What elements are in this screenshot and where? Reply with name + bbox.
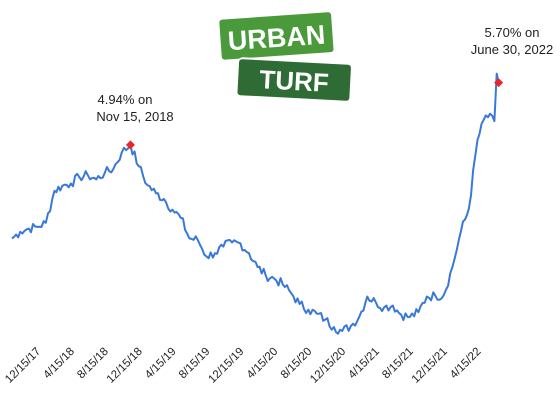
x-tick-label: 12/15/21 [410, 346, 450, 386]
x-tick-label: 12/15/20 [308, 346, 348, 386]
x-tick-label: 4/15/21 [346, 346, 382, 382]
x-axis-tick-labels: 12/15/174/15/188/15/1812/15/184/15/198/1… [3, 346, 483, 386]
x-tick-label: 12/15/19 [206, 346, 246, 386]
logo-text-turf: TURF [259, 64, 330, 98]
x-tick-label: 4/15/20 [245, 346, 281, 382]
peak-markers [125, 78, 504, 150]
logo-text-urban: URBAN [227, 20, 326, 57]
marker-peak-2018 [125, 140, 135, 150]
x-tick-label: 4/15/19 [143, 346, 179, 382]
annotation-2022-line1: 5.70% on [485, 25, 540, 40]
logo-bottom-sign [237, 59, 351, 101]
annotation-2018-line2: Nov 15, 2018 [96, 109, 173, 124]
series-line [11, 72, 500, 335]
x-tick-label: 12/15/18 [105, 346, 145, 386]
x-tick-label: 4/15/22 [448, 346, 484, 382]
logo-top-sign [219, 12, 334, 60]
x-tick-label: 4/15/18 [41, 346, 77, 382]
x-tick-label: 12/15/17 [3, 346, 43, 386]
annotation-2018-line1: 4.94% on [98, 92, 153, 107]
annotation-2022-line2: June 30, 2022 [471, 42, 553, 57]
marker-peak-2022 [494, 78, 504, 88]
urbanturf-logo: URBAN TURF [217, 10, 353, 103]
